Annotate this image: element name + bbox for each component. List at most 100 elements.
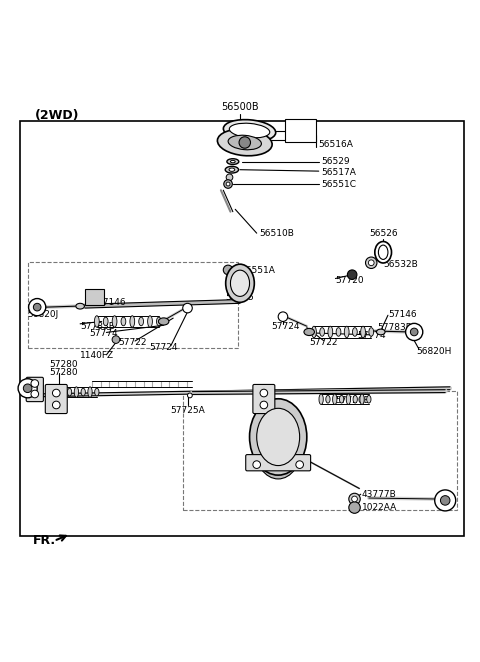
Circle shape — [224, 179, 232, 188]
Text: 57146: 57146 — [97, 298, 125, 307]
Circle shape — [441, 496, 450, 505]
Ellipse shape — [76, 303, 84, 309]
Text: 56820J: 56820J — [28, 310, 59, 319]
Ellipse shape — [139, 317, 144, 326]
Circle shape — [349, 493, 360, 504]
Text: 57783B: 57783B — [80, 322, 115, 331]
Ellipse shape — [60, 387, 65, 397]
Ellipse shape — [344, 326, 349, 338]
Circle shape — [183, 303, 192, 313]
Text: 57720B: 57720B — [336, 396, 370, 404]
Text: 57724: 57724 — [149, 343, 178, 352]
Ellipse shape — [336, 328, 341, 336]
Text: 56526: 56526 — [369, 229, 397, 238]
Text: 56516A: 56516A — [319, 140, 354, 149]
Text: 56500B: 56500B — [221, 103, 259, 113]
Text: 57783B: 57783B — [377, 322, 412, 332]
Circle shape — [31, 380, 38, 387]
Ellipse shape — [223, 120, 276, 142]
Ellipse shape — [378, 245, 388, 260]
Ellipse shape — [95, 389, 99, 396]
Ellipse shape — [369, 328, 373, 336]
Text: 56551C: 56551C — [321, 181, 356, 189]
Ellipse shape — [230, 160, 235, 163]
Ellipse shape — [228, 135, 262, 150]
FancyBboxPatch shape — [183, 391, 457, 510]
Ellipse shape — [339, 395, 344, 403]
Ellipse shape — [229, 123, 270, 138]
Circle shape — [226, 174, 233, 181]
Circle shape — [406, 323, 423, 340]
Ellipse shape — [254, 412, 302, 479]
Text: 57280: 57280 — [49, 360, 78, 369]
Ellipse shape — [328, 326, 333, 338]
FancyBboxPatch shape — [285, 118, 316, 142]
Text: 56517A: 56517A — [321, 167, 356, 177]
Text: 57722: 57722 — [118, 338, 147, 348]
Text: FR.: FR. — [33, 534, 56, 547]
Text: 56551A: 56551A — [240, 266, 275, 275]
Circle shape — [31, 390, 38, 398]
Circle shape — [34, 303, 41, 311]
Ellipse shape — [376, 329, 385, 335]
Circle shape — [52, 389, 60, 397]
Ellipse shape — [74, 387, 79, 397]
Circle shape — [365, 257, 377, 269]
Text: 56529: 56529 — [321, 157, 350, 166]
Ellipse shape — [227, 159, 239, 164]
Ellipse shape — [312, 326, 316, 338]
Ellipse shape — [121, 317, 126, 326]
Ellipse shape — [217, 129, 272, 156]
Circle shape — [18, 379, 37, 398]
Ellipse shape — [81, 389, 85, 396]
Ellipse shape — [375, 242, 392, 263]
Circle shape — [188, 393, 192, 398]
FancyBboxPatch shape — [246, 455, 311, 471]
Ellipse shape — [47, 387, 51, 397]
Ellipse shape — [88, 387, 92, 397]
Ellipse shape — [67, 389, 72, 396]
Text: (2WD): (2WD) — [35, 109, 79, 122]
Ellipse shape — [156, 317, 161, 326]
Text: 56510B: 56510B — [259, 228, 294, 238]
Ellipse shape — [148, 316, 152, 327]
Circle shape — [223, 265, 233, 275]
Ellipse shape — [250, 399, 307, 475]
Ellipse shape — [158, 318, 169, 325]
Ellipse shape — [360, 394, 364, 404]
FancyBboxPatch shape — [253, 385, 275, 414]
Text: 57722: 57722 — [309, 338, 338, 347]
FancyBboxPatch shape — [45, 385, 67, 414]
Circle shape — [349, 502, 360, 513]
Circle shape — [253, 461, 261, 469]
Circle shape — [278, 312, 288, 322]
Text: 57774: 57774 — [90, 330, 118, 338]
Ellipse shape — [225, 166, 239, 173]
Text: 57280: 57280 — [49, 367, 78, 377]
Text: 1140FZ: 1140FZ — [80, 352, 114, 360]
Ellipse shape — [352, 328, 357, 336]
Text: 56820H: 56820H — [417, 346, 452, 355]
Circle shape — [260, 401, 268, 409]
Ellipse shape — [304, 328, 314, 336]
Ellipse shape — [360, 326, 365, 338]
Text: 1022AA: 1022AA — [362, 503, 397, 512]
Ellipse shape — [319, 394, 323, 404]
Ellipse shape — [320, 328, 324, 336]
Ellipse shape — [103, 317, 108, 326]
Ellipse shape — [229, 168, 235, 171]
Ellipse shape — [226, 264, 254, 303]
Circle shape — [348, 270, 357, 279]
Ellipse shape — [112, 316, 117, 327]
Circle shape — [239, 137, 251, 148]
Circle shape — [29, 299, 46, 316]
Circle shape — [352, 496, 358, 502]
Text: 56532B: 56532B — [383, 260, 418, 269]
Circle shape — [24, 384, 32, 393]
Ellipse shape — [54, 389, 58, 396]
FancyBboxPatch shape — [26, 377, 43, 402]
Ellipse shape — [95, 316, 99, 327]
Circle shape — [410, 328, 418, 336]
Text: 57774: 57774 — [357, 331, 385, 340]
Text: 57146: 57146 — [388, 310, 417, 319]
